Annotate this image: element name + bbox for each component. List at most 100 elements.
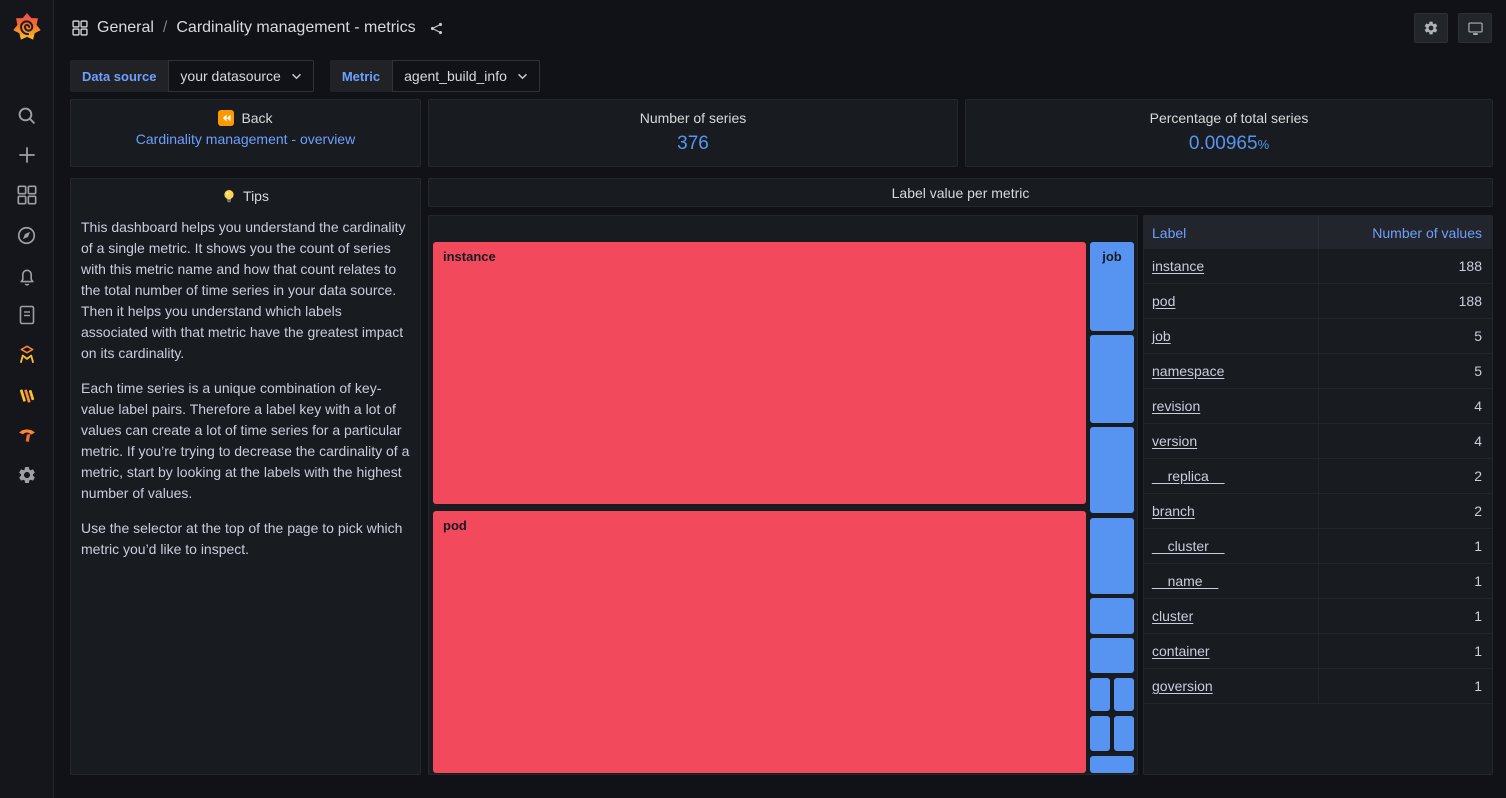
tips-text: This dashboard helps you understand the … <box>71 204 420 560</box>
treemap-block-namespace[interactable] <box>1090 335 1134 423</box>
lightbulb-emoji-icon <box>224 189 234 202</box>
sidebar-item-tempo[interactable] <box>16 424 38 446</box>
label-link-goversion[interactable]: goversion <box>1152 678 1213 694</box>
table-header-number-of-values[interactable]: Number of values <box>1372 224 1482 241</box>
table-row: __cluster__ 1 <box>1144 529 1492 564</box>
table-row: container 1 <box>1144 634 1492 669</box>
treemap-block-__replica__[interactable] <box>1090 598 1134 634</box>
treemap-panel: instance pod job <box>428 215 1138 775</box>
breadcrumb-section[interactable]: General <box>97 19 154 36</box>
tips-panel: Tips This dashboard helps you understand… <box>70 178 421 775</box>
value-cell: 1 <box>1474 573 1482 589</box>
chevron-down-icon <box>291 73 301 79</box>
tips-paragraph-3: Use the selector at the top of the page … <box>81 520 403 557</box>
table-header-label[interactable]: Label <box>1144 216 1319 249</box>
label-link-branch[interactable]: branch <box>1152 503 1195 519</box>
dashboards-icon <box>17 185 36 205</box>
sidebar-item-alerting[interactable] <box>16 264 38 286</box>
plus-icon <box>18 147 35 163</box>
treemap-block-__cluster__[interactable] <box>1090 678 1110 711</box>
label-cell: cluster <box>1144 599 1319 633</box>
label-link-container[interactable]: container <box>1152 643 1210 659</box>
label-cell: container <box>1144 634 1319 668</box>
treemap-block-cluster[interactable] <box>1090 716 1110 751</box>
datasource-variable-label: Data source <box>70 60 169 92</box>
table-row: version 4 <box>1144 424 1492 459</box>
treemap-block-pod[interactable]: pod <box>433 511 1086 773</box>
sidebar-item-explore[interactable] <box>16 224 38 246</box>
dashboard-settings-button[interactable] <box>1414 13 1448 43</box>
label-link-pod[interactable]: pod <box>1152 293 1176 309</box>
value-cell: 1 <box>1474 538 1482 554</box>
sidebar-item-dashboards[interactable] <box>16 184 38 206</box>
label-value-per-metric-title: Label value per metric <box>891 184 1030 201</box>
sidebar-item-search[interactable] <box>16 104 38 126</box>
label-cell: __replica__ <box>1144 459 1319 493</box>
value-cell: 5 <box>1474 363 1482 379</box>
treemap-block-label: pod <box>443 518 467 533</box>
tips-paragraph-1: This dashboard helps you understand the … <box>81 219 406 361</box>
back-overview-link[interactable]: Cardinality management - overview <box>135 131 356 147</box>
mimir-icon <box>19 345 34 364</box>
table-row: instance 188 <box>1144 249 1492 284</box>
table-row: __name__ 1 <box>1144 564 1492 599</box>
treemap-block-job[interactable]: job <box>1090 242 1134 331</box>
treemap-block-container[interactable] <box>1114 716 1134 751</box>
datasource-variable-select[interactable]: your datasource <box>168 60 314 92</box>
sidebar-item-document[interactable] <box>16 304 38 326</box>
treemap-block-instance[interactable]: instance <box>433 242 1086 504</box>
grafana-logo[interactable] <box>12 12 42 42</box>
metric-variable-select[interactable]: agent_build_info <box>392 60 540 92</box>
label-cell: pod <box>1144 284 1319 318</box>
label-link-__name__[interactable]: __name__ <box>1152 573 1219 589</box>
table-row: goversion 1 <box>1144 669 1492 704</box>
sidebar-item-loki[interactable] <box>16 384 38 406</box>
loki-icon <box>19 389 34 403</box>
sidebar-item-plus[interactable] <box>16 144 38 166</box>
label-link-revision[interactable]: revision <box>1152 398 1201 414</box>
sidebar-item-settings[interactable] <box>16 464 38 486</box>
treemap-block-label: instance <box>443 249 496 264</box>
treemap-block-version[interactable] <box>1090 518 1134 594</box>
label-link-job[interactable]: job <box>1152 328 1171 344</box>
table-header-row: Label Number of values <box>1144 216 1492 249</box>
rewind-emoji-icon <box>218 110 235 126</box>
back-panel: Back Cardinality management - overview <box>70 99 421 167</box>
sidebar-item-mimir[interactable] <box>16 344 38 366</box>
back-panel-title: Back <box>218 110 273 126</box>
nav-sidebar <box>0 0 54 798</box>
value-cell: 1 <box>1474 608 1482 624</box>
table-row: job 5 <box>1144 319 1492 354</box>
value-cell: 188 <box>1458 258 1482 274</box>
metric-variable-value: agent_build_info <box>404 68 507 84</box>
share-dashboard-icon[interactable] <box>429 21 444 36</box>
treemap-block-__name__[interactable] <box>1114 678 1134 711</box>
value-cell: 1 <box>1474 678 1482 694</box>
document-icon <box>19 305 34 325</box>
label-link-instance[interactable]: instance <box>1152 258 1205 274</box>
datasource-variable: Data source your datasource <box>70 60 314 92</box>
table-row: pod 188 <box>1144 284 1492 319</box>
treemap-block-revision[interactable] <box>1090 427 1134 513</box>
value-cell: 4 <box>1474 398 1482 414</box>
back-panel-title-text: Back <box>241 110 273 126</box>
tips-title-text: Tips <box>243 188 269 204</box>
label-link-version[interactable]: version <box>1152 433 1198 449</box>
table-row: revision 4 <box>1144 389 1492 424</box>
value-cell: 2 <box>1474 503 1482 519</box>
label-link-namespace[interactable]: namespace <box>1152 363 1225 379</box>
breadcrumb-separator: / <box>162 19 168 36</box>
label-link-cluster[interactable]: cluster <box>1152 608 1194 624</box>
datasource-variable-value: your datasource <box>180 68 281 84</box>
label-link-__replica__[interactable]: __replica__ <box>1152 468 1225 484</box>
label-cell: revision <box>1144 389 1319 423</box>
label-cell: branch <box>1144 494 1319 528</box>
cycle-view-mode-button[interactable] <box>1458 13 1492 43</box>
label-link-__cluster__[interactable]: __cluster__ <box>1152 538 1225 554</box>
treemap-block-branch[interactable] <box>1090 638 1134 673</box>
treemap-block-goversion[interactable] <box>1090 756 1134 773</box>
value-cell: 5 <box>1474 328 1482 344</box>
navbar-actions <box>1414 13 1492 43</box>
tips-paragraph-2: Each time series is a unique combination… <box>81 380 410 501</box>
table-row: cluster 1 <box>1144 599 1492 634</box>
